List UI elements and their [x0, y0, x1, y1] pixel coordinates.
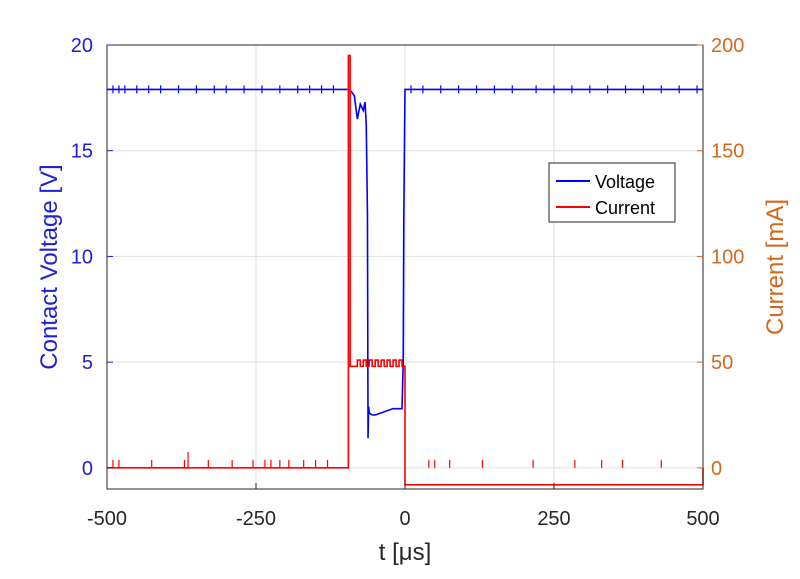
legend: Voltage Current	[548, 162, 676, 223]
x-tick-label: -500	[87, 508, 127, 530]
x-axis-title: t [μs]	[379, 539, 432, 566]
y-left-tick-label: 5	[82, 352, 93, 374]
y-right-tick-label: 150	[711, 141, 744, 163]
y-right-tick-label: 200	[711, 35, 744, 57]
x-tick-label: 0	[399, 508, 410, 530]
series-line-current	[107, 54, 704, 486]
y-right-tick-label: 50	[711, 352, 733, 374]
y-left-tick-label: 20	[71, 35, 93, 57]
y-right-tick-label: 100	[711, 246, 744, 268]
y-right-tick-label: 0	[711, 458, 722, 480]
y-left-tick-label: 10	[71, 246, 93, 268]
y-axis-title-right: Current [mA]	[762, 199, 789, 335]
x-tick-label: 250	[537, 508, 570, 530]
legend-box	[548, 162, 676, 223]
series-line-voltage	[107, 88, 703, 439]
y-left-tick-label: 0	[82, 458, 93, 480]
legend-label-voltage: Voltage	[595, 172, 655, 192]
series-layer	[107, 54, 704, 486]
legend-label-current: Current	[595, 198, 655, 218]
x-tick-label: 500	[686, 508, 719, 530]
x-tick-label: -250	[236, 508, 276, 530]
y-left-tick-label: 15	[71, 141, 93, 163]
y-axis-title-left: Contact Voltage [V]	[36, 164, 63, 369]
